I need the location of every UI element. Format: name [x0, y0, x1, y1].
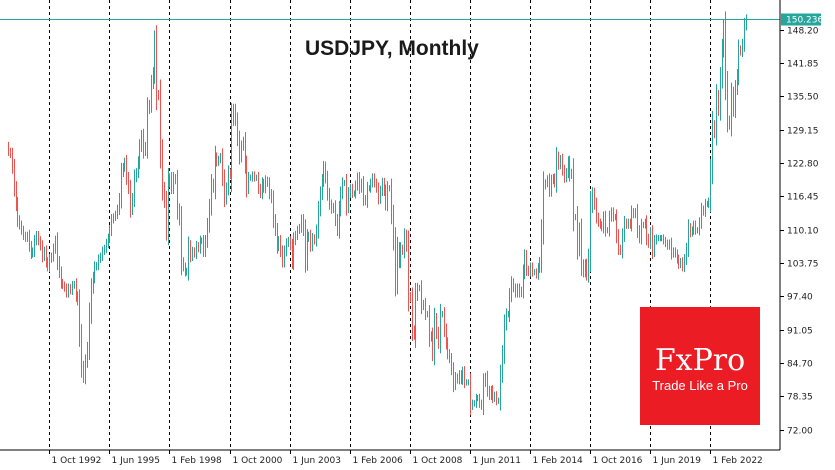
x-tick-label: 1 Feb 2006	[353, 456, 404, 466]
x-tick-label: 1 Oct 2008	[413, 456, 463, 466]
fxpro-logo-text: FxPro	[655, 343, 745, 378]
x-tick-label: 1 Jun 2011	[473, 456, 521, 466]
fxpro-logo: FxPro Trade Like a Pro	[640, 307, 760, 425]
x-tick-label: 1 Oct 1992	[52, 456, 102, 466]
fxpro-logo-bg	[640, 307, 760, 425]
y-tick-label: 116.45	[787, 193, 819, 203]
x-tick-label: 1 Jun 2003	[293, 456, 341, 466]
last-price-badge-bg	[781, 13, 821, 26]
x-tick-label: 1 Feb 2022	[713, 456, 763, 466]
y-tick-label: 141.85	[787, 60, 819, 70]
y-tick-label: 91.05	[787, 327, 813, 337]
y-tick-label: 148.20	[787, 27, 819, 37]
time-axis: 1 Oct 1992 1 Jun 1995 1 Feb 1998 1 Oct 2000…	[49, 450, 763, 466]
y-tick-label: 72.00	[787, 427, 813, 437]
x-tick-label: 1 Jun 1995	[112, 456, 160, 466]
candle-layer	[8, 11, 747, 416]
y-tick-label: 110.10	[787, 227, 819, 237]
last-price-badge: 150.236	[781, 13, 823, 26]
x-tick-label: 1 Oct 2000	[233, 456, 283, 466]
y-tick-label: 122.80	[787, 160, 819, 170]
fxpro-tagline: Trade Like a Pro	[652, 378, 748, 393]
chart-title: USDJPY, Monthly	[305, 37, 479, 60]
y-tick-label: 78.35	[787, 393, 813, 403]
price-axis: 148.20 141.85 135.50 129.15 122.80 116.45 110.…	[780, 27, 819, 437]
grid-layer	[49, 0, 711, 450]
y-tick-label: 129.15	[787, 127, 819, 137]
y-tick-label: 103.75	[787, 260, 819, 270]
x-tick-label: 1 Feb 2014	[533, 456, 584, 466]
x-tick-label: 1 Oct 2016	[593, 456, 643, 466]
y-tick-label: 135.50	[787, 93, 819, 103]
y-tick-label: 84.70	[787, 360, 813, 370]
x-tick-label: 1 Jun 2019	[653, 456, 702, 466]
y-tick-label: 97.40	[787, 293, 813, 303]
last-price-label: 150.236	[786, 16, 823, 26]
x-tick-label: 1 Feb 1998	[172, 456, 223, 466]
